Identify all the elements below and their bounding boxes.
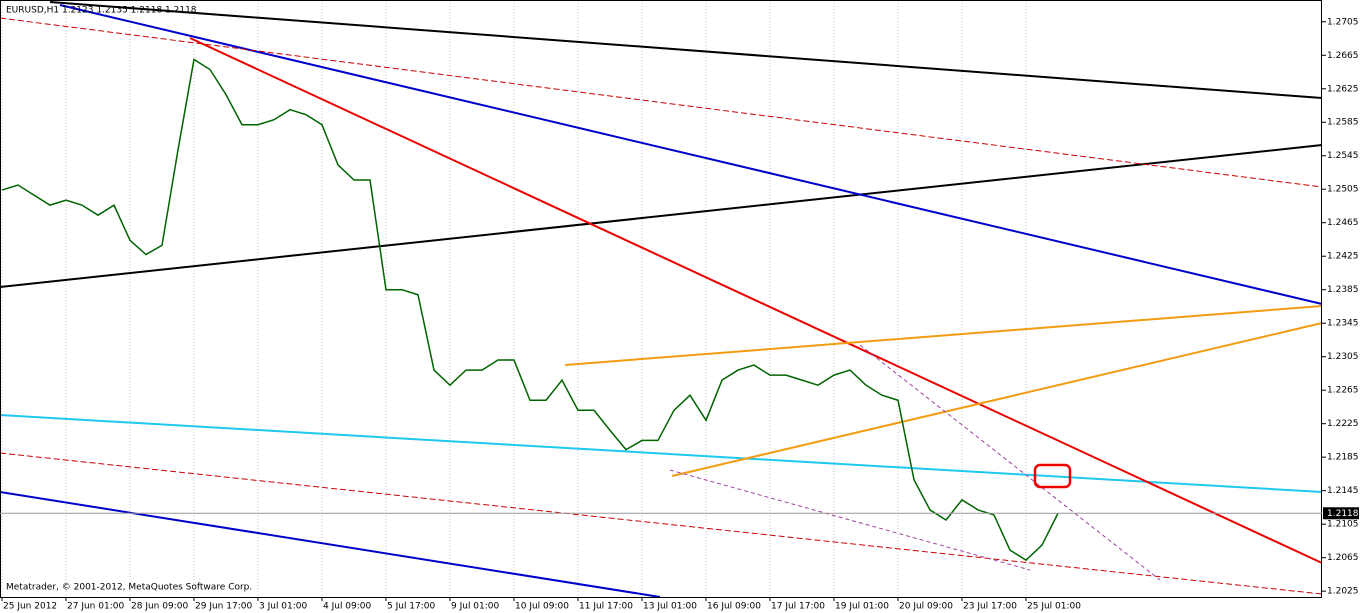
x-tick-label: 27 Jun 01:00 xyxy=(67,602,124,612)
current-price-label: 1.2118 xyxy=(1327,509,1359,519)
trend-line xyxy=(669,469,1031,571)
y-tick-label: 1.2385 xyxy=(1327,285,1359,295)
trend-line xyxy=(0,414,1323,493)
y-tick-label: 1.2145 xyxy=(1327,486,1359,496)
trend-line xyxy=(0,452,1323,595)
trend-line xyxy=(59,4,1323,305)
trend-line xyxy=(671,322,1323,477)
trend-line xyxy=(859,344,1161,581)
grid xyxy=(1,0,1027,597)
x-tick-label: 25 Jul 01:00 xyxy=(1027,602,1081,612)
x-tick-label: 9 Jul 01:00 xyxy=(451,602,500,612)
y-tick-label: 1.2025 xyxy=(1327,587,1359,597)
y-tick-label: 1.2345 xyxy=(1327,319,1359,329)
y-tick-label: 1.2265 xyxy=(1327,386,1359,396)
trend-line xyxy=(0,144,1323,288)
x-tick-label: 16 Jul 09:00 xyxy=(707,602,761,612)
trend-line xyxy=(189,37,1323,564)
y-tick-label: 1.2105 xyxy=(1327,520,1359,530)
x-tick-label: 19 Jul 01:00 xyxy=(835,602,889,612)
trend-line xyxy=(0,491,661,598)
x-tick-label: 20 Jul 09:00 xyxy=(899,602,953,612)
x-tick-label: 25 Jun 2012 xyxy=(3,602,57,612)
x-tick-label: 4 Jul 09:00 xyxy=(323,602,372,612)
plot xyxy=(1,58,1059,562)
y-tick-label: 1.2465 xyxy=(1327,218,1359,228)
price-line xyxy=(1,58,1059,562)
trend-lines xyxy=(0,1,1323,598)
trend-line xyxy=(0,17,1323,188)
x-tick-label: 28 Jun 09:00 xyxy=(131,602,188,612)
highlight-box xyxy=(1033,463,1072,489)
y-tick-label: 1.2625 xyxy=(1327,84,1359,94)
x-tick-label: 5 Jul 17:00 xyxy=(387,602,436,612)
trend-line xyxy=(564,305,1323,366)
x-tick-label: 23 Jul 17:00 xyxy=(963,602,1017,612)
x-tick-label: 3 Jul 01:00 xyxy=(259,602,308,612)
current-price-box xyxy=(1323,507,1359,520)
x-tick-label: 11 Jul 17:00 xyxy=(579,602,633,612)
y-tick-label: 1.2705 xyxy=(1327,17,1359,27)
y-tick-label: 1.2505 xyxy=(1327,185,1359,195)
y-tick-label: 1.2305 xyxy=(1327,352,1359,362)
y-tick-label: 1.2425 xyxy=(1327,252,1359,262)
chart-title: EURUSD,H1 1.2123 1.2135 1.2118 1.2118 xyxy=(6,6,197,16)
x-tick-label: 17 Jul 17:00 xyxy=(771,602,825,612)
plot-border xyxy=(0,0,1322,598)
x-tick-label: 13 Jul 01:00 xyxy=(643,602,697,612)
y-tick-label: 1.2185 xyxy=(1327,453,1359,463)
x-tick-label: 29 Jun 17:00 xyxy=(195,602,252,612)
y-tick-label: 1.2065 xyxy=(1327,553,1359,563)
y-tick-label: 1.2665 xyxy=(1327,51,1359,61)
y-tick-label: 1.2545 xyxy=(1327,151,1359,161)
y-tick-label: 1.2225 xyxy=(1327,419,1359,429)
footer: Metatrader, © 2001-2012, MetaQuotes Soft… xyxy=(6,583,252,593)
y-tick-label: 1.2585 xyxy=(1327,118,1359,128)
x-tick-label: 10 Jul 09:00 xyxy=(515,602,569,612)
trend-line xyxy=(49,1,1323,99)
